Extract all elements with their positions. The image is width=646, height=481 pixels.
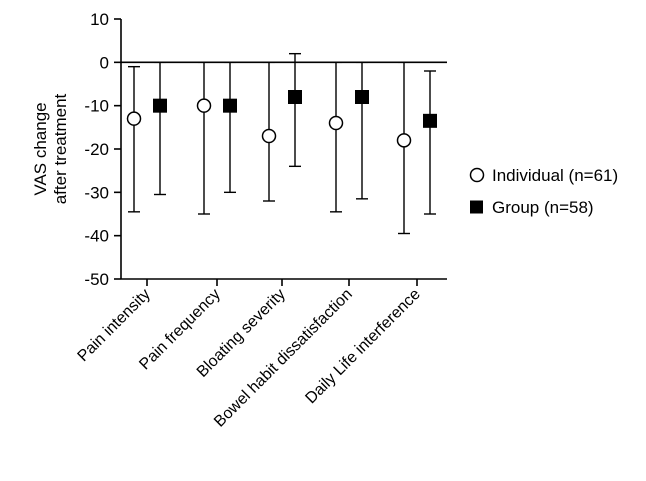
legend: Individual (n=61) Group (n=58) (469, 166, 618, 217)
x-tick-label: Pain intensity (75, 286, 154, 365)
y-axis-title-line: after treatment (51, 93, 70, 204)
legend-marker-individual (469, 167, 485, 183)
legend-label: Individual (n=61) (492, 166, 618, 185)
point-group (423, 113, 437, 128)
data-markers (126, 90, 437, 148)
y-tick-label: -10 (84, 97, 109, 116)
legend-label: Group (n=58) (492, 198, 594, 217)
point-individual (126, 111, 142, 126)
y-tick-label: -30 (84, 183, 109, 202)
point-individual (196, 98, 212, 113)
x-tick-label: Daily Life interference (302, 286, 424, 408)
y-axis-title-line: VAS change (31, 102, 50, 195)
y-tick-label: -40 (84, 227, 109, 246)
y-axis: 10 0 -10 -20 -30 -40 -50 VAS changeafter treatm… (31, 10, 447, 289)
y-tick-label: -20 (84, 140, 109, 159)
point-group (153, 98, 167, 113)
x-tick-label: Bowel habit dissatisfaction (211, 286, 356, 431)
y-axis-title: VAS changeafter treatment (31, 93, 70, 204)
point-group (223, 98, 237, 113)
error-bars (128, 52, 436, 235)
point-individual (328, 115, 344, 131)
point-individual (396, 133, 412, 148)
y-tick-label: 0 (100, 53, 109, 72)
legend-marker-group (470, 200, 483, 214)
y-tick-label: -50 (84, 270, 109, 289)
y-tick-label: 10 (90, 10, 109, 29)
point-group (288, 90, 302, 104)
point-individual (261, 128, 277, 144)
point-group (355, 90, 369, 104)
